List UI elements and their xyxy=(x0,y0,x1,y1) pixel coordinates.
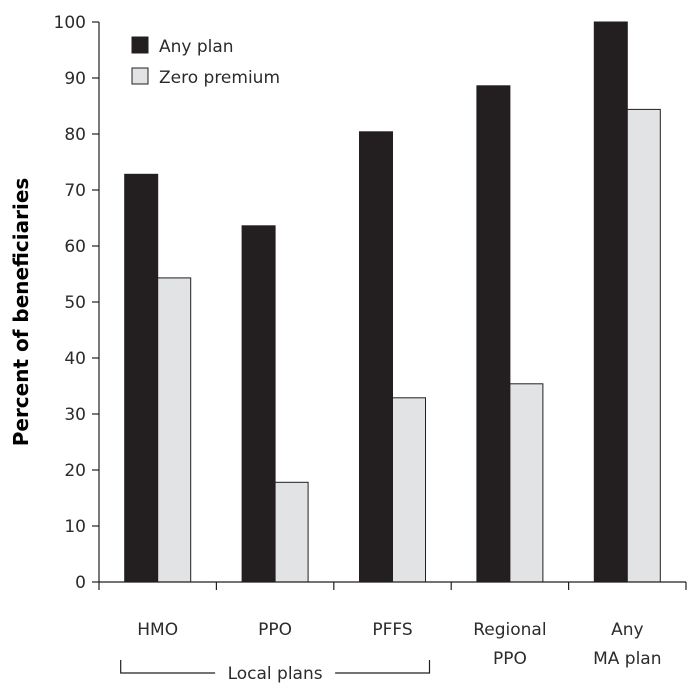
x-tick-label-any-ma-plan: Any MA plan xyxy=(593,620,661,669)
group-label-local-plans: Local plans xyxy=(228,664,323,684)
y-axis-title: Percent of beneficiaries xyxy=(9,178,33,447)
y-tick-label-50: 50 xyxy=(64,293,86,313)
bar-any-plan-hmo xyxy=(124,173,159,583)
y-tick-label-100: 100 xyxy=(54,13,86,33)
y-tick-label-40: 40 xyxy=(64,349,86,369)
bar-any-plan-pffs xyxy=(359,131,393,583)
y-tick-label-0: 0 xyxy=(75,573,86,593)
bar-any-plan-any-ma-plan xyxy=(593,21,628,583)
legend: Any plan Zero premium xyxy=(131,36,280,88)
y-tick-label-70: 70 xyxy=(64,181,86,201)
group-bracket-right xyxy=(335,660,431,674)
group-bracket-left xyxy=(120,660,216,674)
y-tick-label-30: 30 xyxy=(64,405,86,425)
bars-layer xyxy=(124,21,661,583)
legend-swatch-any-plan xyxy=(131,36,149,54)
x-tick-label-hmo: HMO xyxy=(137,620,178,640)
bar-any-plan-ppo xyxy=(241,225,276,583)
axes-layer xyxy=(92,21,687,674)
legend-label-zero-premium: Zero premium xyxy=(159,68,280,88)
x-tick-label-pffs: PFFS xyxy=(372,620,412,640)
bar-zero-premium-regional-ppo xyxy=(509,383,544,583)
x-tick-label-regional-ppo: Regional PPO xyxy=(473,620,546,669)
bar-zero-premium-hmo xyxy=(157,277,192,583)
bar-any-plan-regional-ppo xyxy=(476,85,511,583)
y-tick-label-20: 20 xyxy=(64,461,86,481)
bar-zero-premium-any-ma-plan xyxy=(626,108,661,583)
legend-label-any-plan: Any plan xyxy=(159,37,234,57)
y-tick-label-60: 60 xyxy=(64,237,86,257)
x-tick-label-ppo: PPO xyxy=(258,620,292,640)
bar-zero-premium-pffs xyxy=(392,397,426,583)
y-tick-label-10: 10 xyxy=(64,517,86,537)
legend-swatch-zero-premium xyxy=(131,67,149,85)
y-tick-label-80: 80 xyxy=(64,125,86,145)
bar-zero-premium-ppo xyxy=(274,481,309,583)
y-tick-label-90: 90 xyxy=(64,69,86,89)
labels-layer: HMO PPO PFFS Regional PPO Any MA plan 0 10 20 30 40… xyxy=(9,13,662,684)
